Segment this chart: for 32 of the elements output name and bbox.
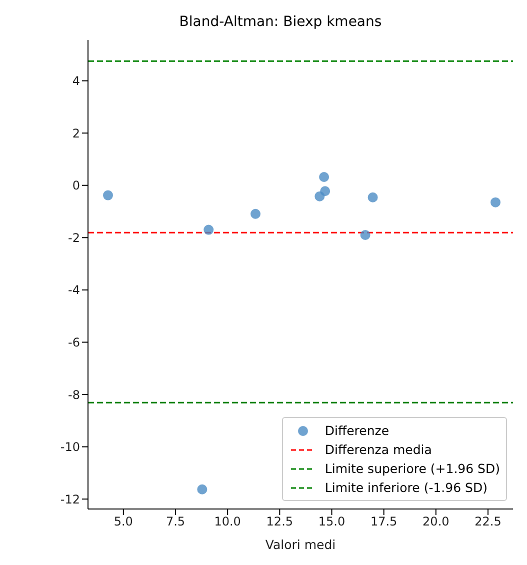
legend-label: Limite inferiore (-1.96 SD) xyxy=(324,479,488,497)
x-tick-label: 22.5 xyxy=(474,514,502,529)
x-axis-title: Valori medi xyxy=(265,537,336,552)
y-tick-label: -8 xyxy=(68,388,80,402)
y-tick-label: 0 xyxy=(72,178,80,193)
x-tick-label: 5.0 xyxy=(114,514,133,529)
point xyxy=(490,197,500,208)
x-tick-label: 20.0 xyxy=(422,514,450,529)
y-tick-label: 2 xyxy=(72,126,80,140)
y-tick-label: -2 xyxy=(68,230,80,245)
y-tick-label: 4 xyxy=(72,74,80,88)
point xyxy=(368,192,378,202)
x-tick-label: 7.5 xyxy=(166,514,186,529)
y-tick-label: -10 xyxy=(60,440,80,454)
legend-label: Limite superiore (+1.96 SD) xyxy=(324,460,500,478)
point xyxy=(319,172,330,182)
y-tick-label: -4 xyxy=(68,283,80,298)
x-tick-label: 17.5 xyxy=(370,514,398,529)
point xyxy=(320,186,330,196)
point xyxy=(197,484,208,494)
x-tick-label: 12.5 xyxy=(266,514,294,529)
legend-label: Differenza media xyxy=(324,441,432,459)
y-tick-label: -12 xyxy=(60,492,80,506)
y-tick-label: -6 xyxy=(68,335,80,350)
point xyxy=(204,224,214,235)
chart-title: Bland-Altman: Biexp kmeans xyxy=(178,14,383,30)
legend-label: Differenze xyxy=(324,422,390,440)
x-tick-label: 15.0 xyxy=(318,514,346,529)
point xyxy=(250,208,260,219)
point xyxy=(103,190,113,200)
point xyxy=(360,230,370,240)
x-tick-label: 10.0 xyxy=(214,514,241,529)
